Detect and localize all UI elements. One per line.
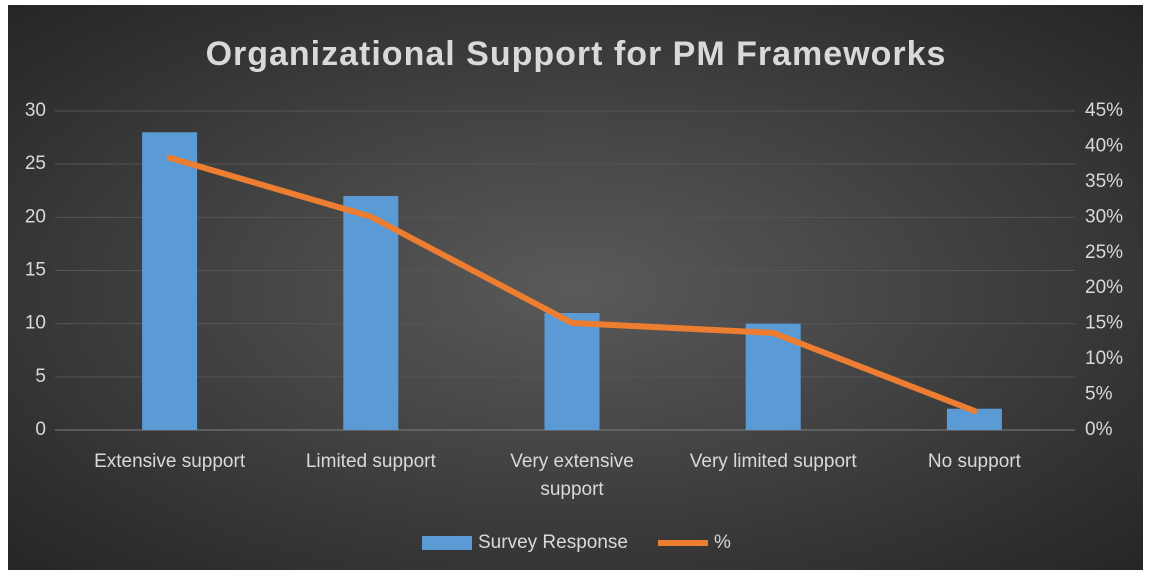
x-tick-label: No support bbox=[928, 451, 1022, 472]
y2-tick-label: 40% bbox=[1085, 135, 1123, 156]
y2-tick-label: 35% bbox=[1085, 171, 1123, 192]
y-tick-label: 25 bbox=[25, 153, 46, 174]
line bbox=[166, 154, 978, 414]
y2-tick-label: 30% bbox=[1085, 206, 1123, 227]
y2-tick-label: 5% bbox=[1085, 384, 1113, 405]
x-tick-label: Limited support bbox=[306, 451, 437, 472]
y2-tick-label: 20% bbox=[1085, 277, 1123, 298]
y2-tick-label: 15% bbox=[1085, 313, 1123, 334]
bar bbox=[343, 196, 399, 430]
legend-swatch bbox=[422, 536, 472, 550]
y2-tick-label: 10% bbox=[1085, 348, 1123, 369]
y-tick-label: 20 bbox=[25, 206, 46, 227]
y-tick-label: 0 bbox=[35, 419, 46, 440]
x-tick-label: Extensive support bbox=[94, 451, 246, 472]
y-tick-label: 5 bbox=[35, 366, 46, 387]
x-tick-label: Very extensive support bbox=[510, 451, 634, 500]
bar bbox=[142, 132, 198, 430]
x-tick-label: Very limited support bbox=[690, 451, 858, 472]
y2-tick-label: 25% bbox=[1085, 242, 1123, 263]
bar bbox=[544, 313, 600, 430]
y-tick-label: 15 bbox=[25, 260, 46, 281]
y-tick-label: 10 bbox=[25, 313, 46, 334]
bar bbox=[946, 408, 1002, 430]
y-tick-label: 30 bbox=[25, 100, 46, 121]
chart-background bbox=[8, 5, 1143, 570]
y2-tick-label: 45% bbox=[1085, 100, 1123, 121]
legend-label: % bbox=[714, 532, 731, 553]
legend-label: Survey Response bbox=[478, 532, 628, 553]
chart-title: Organizational Support for PM Frameworks bbox=[206, 35, 947, 73]
y2-tick-label: 0% bbox=[1085, 419, 1113, 440]
